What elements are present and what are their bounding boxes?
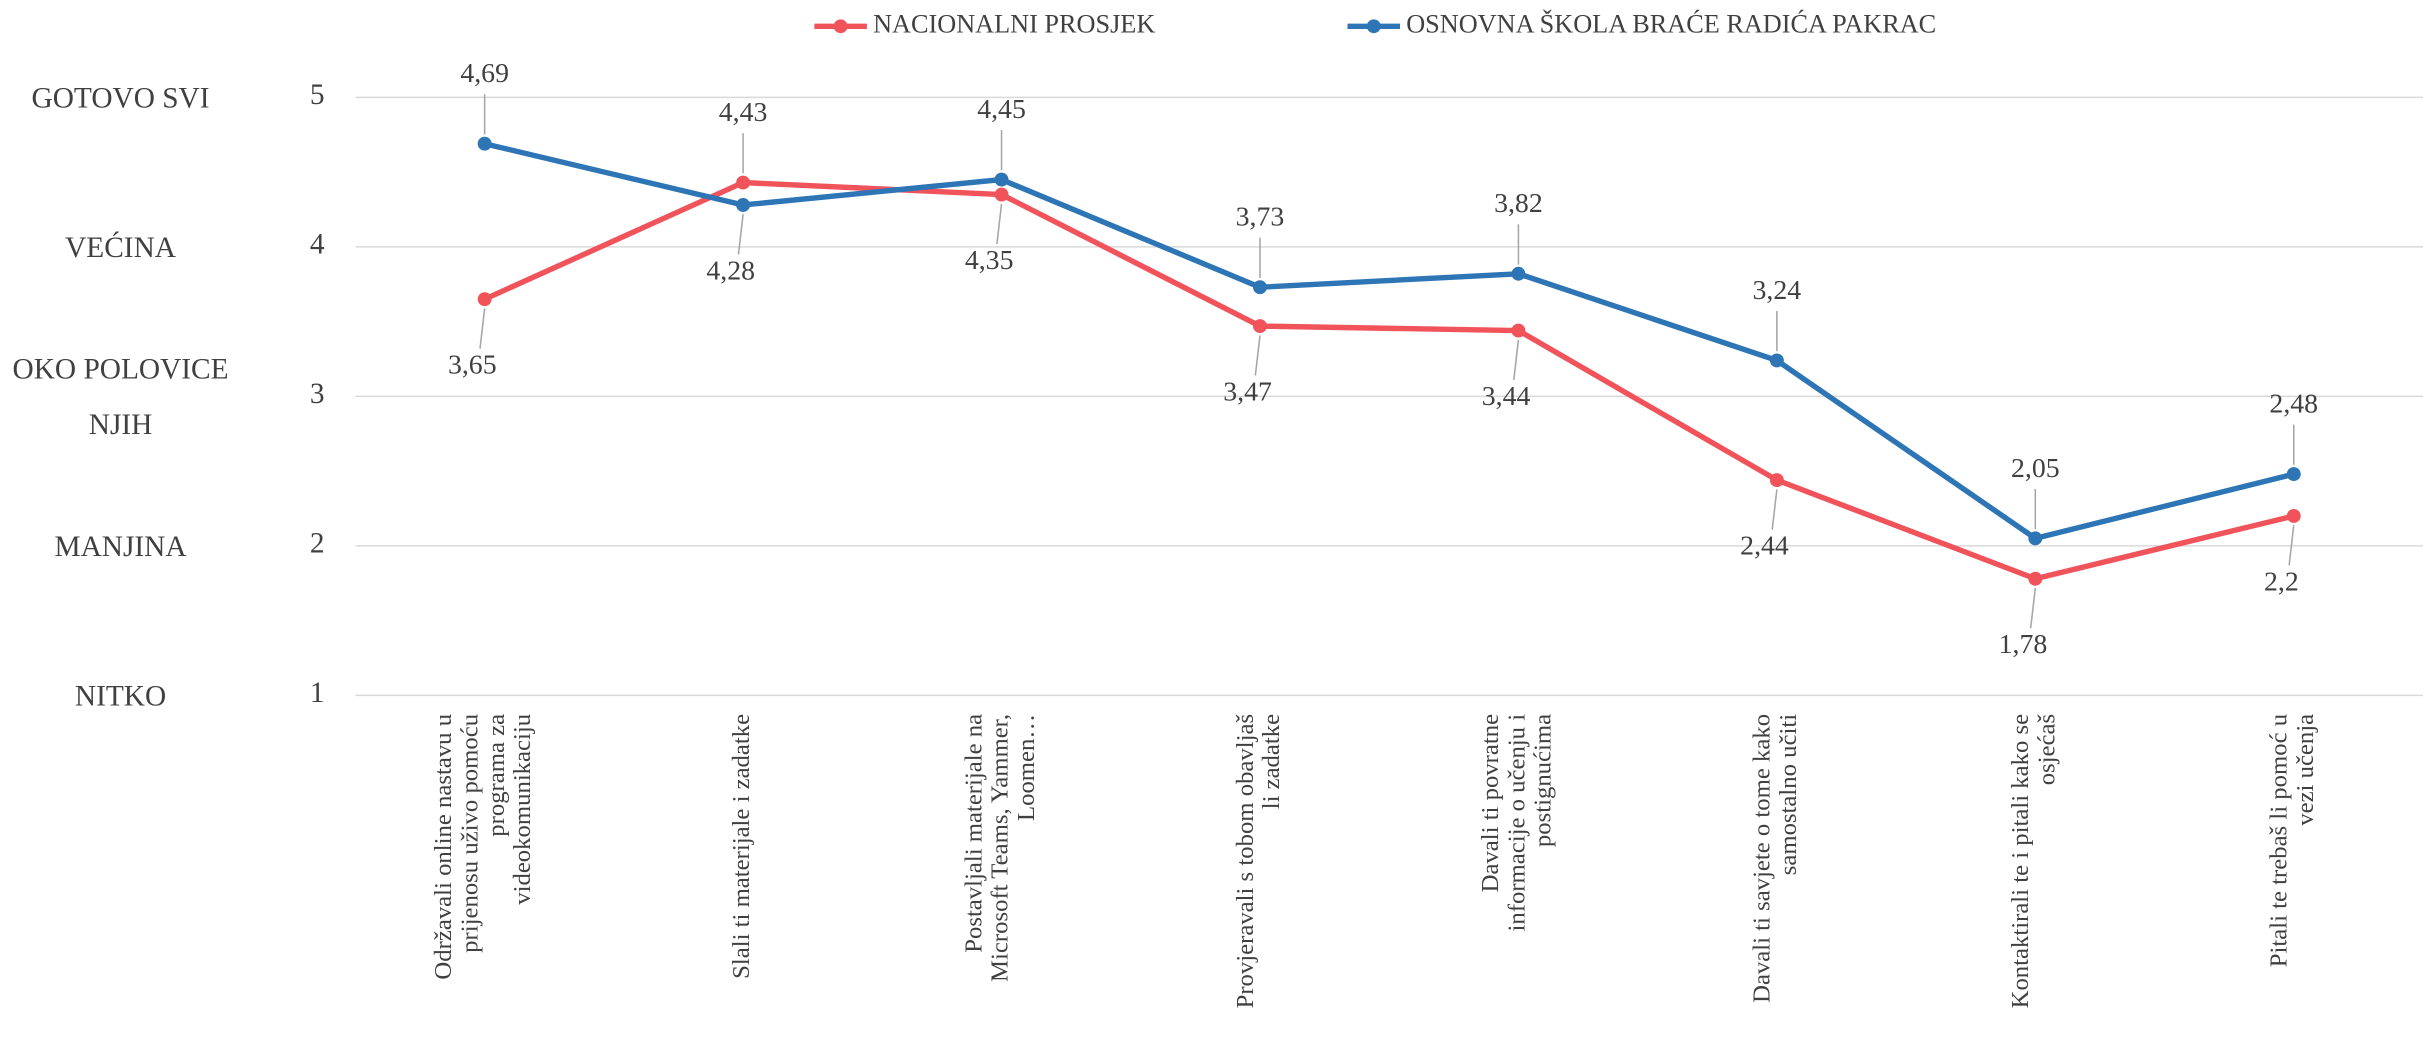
y-level-label: NITKO [75,680,166,712]
y-tick-label: 3 [310,378,325,410]
leader-line [1254,335,1261,376]
point [1769,353,1784,368]
data-label: 3,82 [1494,188,1543,219]
leader-line [996,203,1003,245]
data-label: 2,48 [2269,388,2318,419]
x-tick-label-group: Održavali online nastavu uprijenosu uživ… [430,714,536,980]
x-tick-label: Provjeravali s tobom obavljašli zadatke [1232,714,1285,1009]
x-tick-label-group: Davali ti povratneinformacije o učenju i… [1477,714,1557,932]
y-tick-label: 2 [310,528,325,560]
point [1769,473,1784,488]
data-label: 3,47 [1223,376,1272,407]
point [1511,323,1526,338]
point [477,292,492,307]
data-label: 3,65 [448,350,497,381]
x-tick-label-group: Kontaktirali te i pitali kako seosjećaš [2007,714,2060,1009]
point [994,187,1009,202]
x-tick-label: Davali ti savjete o tome kakosamostalno … [1748,714,1801,1003]
data-label: 4,45 [977,94,1026,125]
data-label: 2,2 [2264,566,2299,597]
x-tick-label-group: Slali ti materijale i zadatke [728,714,755,979]
point [736,198,751,212]
data-label: 3,44 [1482,381,1531,412]
leader-line [479,308,486,349]
y-level-label: GOTOVO SVI [32,82,210,114]
x-tick-label: Kontaktirali te i pitali kako seosjećaš [2007,714,2060,1009]
point [994,172,1009,187]
y-level-label: MANJINA [55,531,187,563]
x-tick-label: Slali ti materijale i zadatke [728,714,755,979]
y-level-label: VEĆINA [65,231,176,264]
point [477,136,492,151]
point [736,175,751,190]
x-tick-label: Održavali online nastavu uprijenosu uživ… [430,714,536,980]
series-line [484,141,2295,542]
data-label: 4,28 [706,255,755,286]
leader-line [1771,489,1778,530]
x-tick-label-group: Pitali te trebaš li pomoć uvezi učenja [2265,714,2318,967]
data-label: 4,69 [460,58,509,89]
data-label: 3,24 [1753,275,1802,306]
point [1253,280,1267,295]
x-tick-label-group: Davali ti savjete o tome kakosamostalno … [1748,714,1801,1003]
legend-label: OSNOVNA ŠKOLA BRAĆE RADIĆA PAKRAC [1406,8,1936,38]
y-tick-label: 5 [310,79,325,111]
series-line [483,179,2295,582]
data-label: 4,35 [965,245,1014,276]
leader-line [2288,525,2295,566]
point [1511,266,1526,281]
data-label: 2,05 [2011,453,2060,484]
data-label: 2,44 [1740,530,1789,561]
point [2286,467,2301,482]
leader-line [737,214,744,255]
data-label: 1,78 [1999,629,2048,660]
point [2028,531,2043,546]
y-tick-label: 1 [310,677,325,709]
data-label: 3,73 [1236,202,1285,233]
leader-line [2029,587,2037,629]
x-tick-label-group: Postavljali materijale naMicrosoft Teams… [960,714,1040,982]
leader-line [1513,339,1520,381]
y-tick-label: 4 [310,229,325,261]
legend-marker [833,19,848,34]
x-tick-label: Postavljali materijale naMicrosoft Teams… [960,714,1040,982]
point [2286,509,2301,523]
x-tick-label: Pitali te trebaš li pomoć uvezi učenja [2265,714,2318,967]
x-tick-label-group: Provjeravali s tobom obavljašli zadatke [1232,714,1285,1009]
legend-label: NACIONALNI PROSJEK [873,9,1155,38]
data-label: 4,43 [719,97,768,128]
legend-marker [1366,19,1381,34]
x-tick-label: Davali ti povratneinformacije o učenju i… [1477,714,1557,932]
y-level-label: OKO POLOVICE NJIH [13,353,229,441]
point [2028,571,2043,586]
point [1253,319,1267,334]
